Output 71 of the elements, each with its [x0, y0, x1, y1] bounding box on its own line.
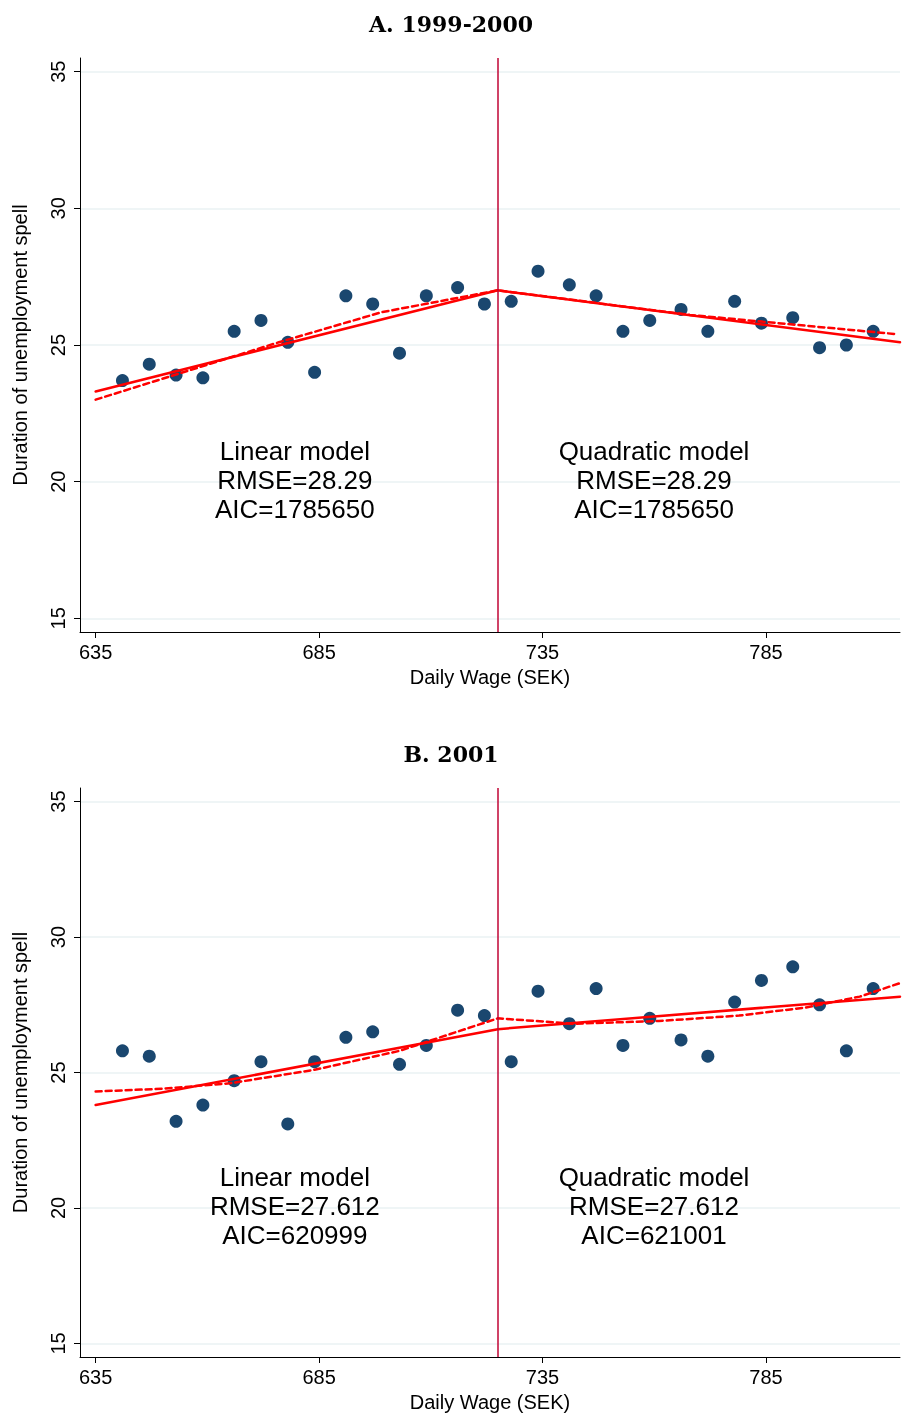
- point: [281, 1117, 295, 1131]
- point: [674, 1033, 688, 1047]
- point: [393, 346, 407, 360]
- y-tick-label: 30: [47, 925, 69, 949]
- annotation: Linear model RMSE=27.612 AIC=620999: [209, 1162, 380, 1251]
- annotation: Quadratic model RMSE=28.29 AIC=1785650: [558, 435, 750, 524]
- y-axis-title: Duration of unemployment spell: [9, 931, 31, 1214]
- point: [616, 324, 630, 338]
- y-tick-label: 15: [47, 1332, 69, 1355]
- point: [728, 294, 742, 308]
- point: [477, 297, 491, 311]
- y-tick-label: 15: [47, 607, 69, 630]
- y-tick-label: 25: [47, 1061, 69, 1084]
- point: [339, 1030, 353, 1044]
- x-tick-label: 635: [78, 1366, 113, 1388]
- x-tick-label: 685: [302, 641, 336, 663]
- point: [701, 1049, 715, 1063]
- y-axis-title: Duration of unemployment spell: [9, 204, 31, 486]
- point: [839, 338, 853, 352]
- point: [562, 278, 576, 292]
- x-tick-label: 735: [525, 641, 560, 663]
- point: [115, 1044, 129, 1058]
- point: [366, 1025, 380, 1039]
- point: [451, 1003, 465, 1017]
- point: [839, 1044, 853, 1058]
- x-tick-label: 685: [302, 1366, 336, 1388]
- point: [504, 1055, 518, 1069]
- point: [419, 289, 433, 303]
- point: [504, 294, 518, 308]
- point: [643, 313, 657, 327]
- point: [339, 289, 353, 303]
- point: [531, 984, 545, 998]
- y-tick-label: 20: [47, 1196, 69, 1220]
- annotation: Quadratic model RMSE=27.612 AIC=621001: [558, 1162, 750, 1251]
- point: [451, 281, 465, 295]
- point: [531, 264, 545, 278]
- point: [813, 341, 827, 355]
- point: [589, 982, 603, 995]
- point: [227, 324, 241, 338]
- point: [254, 313, 268, 327]
- point: [786, 960, 800, 974]
- y-tick-label: 25: [47, 333, 69, 357]
- point: [589, 289, 603, 303]
- x-tick-label: 785: [749, 641, 783, 663]
- y-tick-label: 30: [47, 197, 69, 220]
- point: [142, 1049, 156, 1063]
- point: [254, 1055, 268, 1069]
- point: [786, 311, 800, 325]
- x-axis-title: Daily Wage (SEK): [409, 665, 571, 688]
- x-tick-label: 735: [525, 1366, 560, 1388]
- x-axis-title: Daily Wage (SEK): [409, 1390, 571, 1413]
- chart-title: B. 2001: [403, 741, 499, 767]
- y-tick-label: 20: [47, 470, 69, 493]
- point: [616, 1038, 630, 1052]
- point: [754, 973, 768, 987]
- chart-title: A. 1999-2000: [368, 11, 533, 37]
- point: [196, 371, 210, 385]
- x-tick-label: 635: [78, 641, 113, 663]
- point: [308, 365, 322, 379]
- point: [142, 357, 156, 371]
- x-tick-label: 785: [749, 1366, 783, 1388]
- point: [366, 297, 380, 311]
- y-tick-label: 35: [47, 60, 69, 83]
- point: [728, 995, 742, 1009]
- point: [701, 324, 715, 338]
- point: [169, 1114, 183, 1128]
- point: [196, 1098, 210, 1112]
- annotation: Linear model RMSE=28.29 AIC=1785650: [214, 435, 375, 524]
- y-tick-label: 35: [47, 790, 69, 813]
- point: [477, 1009, 491, 1023]
- point: [393, 1057, 407, 1071]
